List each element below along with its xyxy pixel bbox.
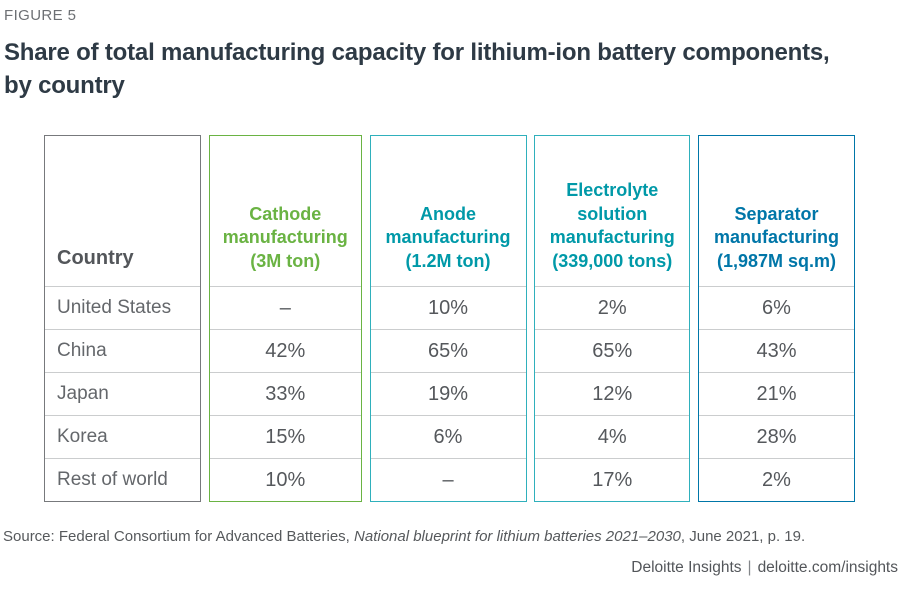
value-cell: 4%	[535, 415, 690, 458]
value-cell: 10%	[209, 458, 361, 501]
footer-brand: Deloitte Insights	[631, 559, 742, 576]
source-publication-title: National blueprint for lithium batteries…	[354, 528, 681, 545]
value-cell: 6%	[370, 415, 526, 458]
country-cell: Rest of world	[45, 458, 200, 501]
value-cell: 19%	[370, 372, 526, 415]
source-prefix: Source: Federal Consortium for Advanced …	[3, 528, 355, 545]
electrolyte-header-cell: Electrolyte solution manufacturing (339,…	[549, 180, 675, 271]
column-electrolyte: Electrolyte solution manufacturing (339,…	[534, 135, 691, 502]
page-title: Share of total manufacturing capacity fo…	[4, 36, 830, 102]
separator-header-cell: Separator manufacturing (1,987M sq.m)	[713, 203, 839, 271]
value-cell: 2%	[699, 458, 854, 501]
footer-link[interactable]: deloitte.com/insights	[757, 559, 898, 576]
value-cell: 28%	[699, 415, 854, 458]
column-separator: Separator manufacturing (1,987M sq.m) 6%…	[698, 135, 855, 502]
value-cell: 43%	[699, 329, 854, 372]
column-anode: Anode manufacturing (1.2M ton) 10% 65% 1…	[369, 135, 527, 502]
value-cell: 33%	[209, 372, 361, 415]
value-cell: 42%	[209, 329, 361, 372]
source-note: Source: Federal Consortium for Advanced …	[3, 528, 805, 545]
value-cell: 65%	[535, 329, 690, 372]
footer-divider: |	[747, 559, 752, 576]
country-cell: Japan	[45, 372, 200, 415]
capacity-table: Country United States China Japan Korea …	[44, 135, 855, 502]
footer: Deloitte Insights | deloitte.com/insights	[631, 559, 898, 577]
value-cell: 2%	[535, 286, 690, 329]
value-cell: 12%	[535, 372, 690, 415]
value-cell: 6%	[699, 286, 854, 329]
value-cell: 21%	[699, 372, 854, 415]
source-suffix: , June 2021, p. 19.	[680, 528, 806, 545]
cathode-header-cell: Cathode manufacturing (3M ton)	[222, 203, 348, 271]
country-cell: Korea	[45, 415, 200, 458]
anode-header-cell: Anode manufacturing (1.2M ton)	[385, 203, 511, 271]
country-header-cell: Country	[57, 247, 134, 269]
country-cell: United States	[45, 286, 200, 329]
value-cell: –	[370, 458, 526, 501]
figure-label: FIGURE 5	[4, 7, 77, 24]
column-country: Country United States China Japan Korea …	[44, 135, 201, 502]
value-cell: 10%	[370, 286, 526, 329]
value-cell: –	[209, 286, 361, 329]
value-cell: 65%	[370, 329, 526, 372]
value-cell: 17%	[535, 458, 690, 501]
title-line-2: by country	[4, 72, 125, 100]
title-line-1: Share of total manufacturing capacity fo…	[4, 39, 830, 66]
column-cathode: Cathode manufacturing (3M ton) – 42% 33%…	[208, 135, 362, 502]
value-cell: 15%	[209, 415, 361, 458]
country-cell: China	[45, 329, 200, 372]
